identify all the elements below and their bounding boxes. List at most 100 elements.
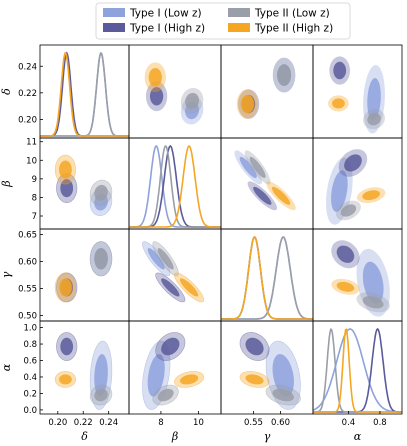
x-tick-label: 0.60 xyxy=(271,418,290,428)
legend-entry: Type II (Low z) xyxy=(254,8,330,20)
contour-68 xyxy=(272,388,294,402)
panel-frame xyxy=(39,137,130,230)
y-tick-label: 0.2 xyxy=(23,389,37,399)
marginal-curve xyxy=(313,328,402,413)
contour-68 xyxy=(362,296,384,309)
y-axis-label-alpha: α xyxy=(0,363,13,371)
legend-entry: Type I (High z) xyxy=(129,23,205,35)
y-tick-label: 8 xyxy=(32,193,37,203)
legend-swatch xyxy=(103,23,125,32)
legend-entry: Type II (High z) xyxy=(254,23,333,35)
contour-68 xyxy=(340,204,357,217)
contour-68 xyxy=(94,388,108,402)
x-axis-label-delta: δ xyxy=(81,430,88,443)
x-tick-label: 0.4 xyxy=(342,418,356,428)
panel-alpha-beta xyxy=(128,320,222,415)
contour-68 xyxy=(331,170,348,212)
contour-68 xyxy=(336,245,355,263)
contour-68 xyxy=(157,248,174,270)
marginal-curve xyxy=(129,144,221,228)
contour-68 xyxy=(344,154,362,172)
legend: Type I (Low z) Type II (Low z) Type I (Hig… xyxy=(95,2,351,40)
y-tick-label: 7 xyxy=(32,212,37,222)
y-axis-label-beta: β xyxy=(0,180,13,187)
x-tick-label: 0.55 xyxy=(244,418,263,428)
legend-swatch xyxy=(103,8,125,17)
panel-gamma-gamma xyxy=(220,228,314,322)
contour-68 xyxy=(367,112,381,126)
lower-contours xyxy=(54,241,113,303)
y-axis-label-gamma: γ xyxy=(0,271,13,278)
contour-68 xyxy=(148,68,162,87)
contour-68 xyxy=(179,374,199,385)
upper-contours xyxy=(331,240,390,317)
contour-68 xyxy=(239,156,257,178)
contour-68 xyxy=(179,278,199,297)
panel-beta-alpha xyxy=(312,137,403,230)
contour-68 xyxy=(157,388,174,402)
upper-contours xyxy=(236,57,296,119)
y-tick-label: 0.50 xyxy=(18,312,37,322)
panel-frame xyxy=(39,320,130,415)
contour-68 xyxy=(362,190,380,201)
panel-gamma-beta xyxy=(128,228,222,322)
marginal-curve xyxy=(40,51,129,137)
y-tick-label: 1.0 xyxy=(23,324,37,334)
y-tick-label: 0.65 xyxy=(18,230,37,240)
panel-frame xyxy=(312,320,403,415)
y-tick-label: 0.22 xyxy=(18,89,37,99)
y-tick-label: 0.55 xyxy=(18,285,37,295)
contour-68 xyxy=(277,64,292,86)
marginal-curve xyxy=(129,145,221,228)
marginal-curve xyxy=(221,235,313,320)
contour-68 xyxy=(245,337,264,356)
marginal-curve xyxy=(313,328,402,413)
marginal-curve xyxy=(221,236,313,320)
panel-frame xyxy=(39,228,130,322)
lower-contours xyxy=(54,154,113,216)
contour-68 xyxy=(249,156,266,178)
marginal-curve xyxy=(40,51,129,137)
marginal-curve xyxy=(221,236,313,320)
lower-contours xyxy=(54,332,113,410)
x-tick-label: 10 xyxy=(193,418,204,428)
y-tick-label: 0.60 xyxy=(18,257,37,267)
legend-swatch xyxy=(228,8,250,17)
panel-frame xyxy=(128,137,222,230)
panel-delta-delta xyxy=(39,44,130,139)
contour-68 xyxy=(94,184,108,201)
panel-frame xyxy=(312,44,403,139)
contour-68 xyxy=(333,61,347,80)
contour-68 xyxy=(336,281,355,292)
panel-gamma-alpha xyxy=(312,228,403,322)
contour-68 xyxy=(271,186,291,205)
panel-delta-gamma xyxy=(220,44,314,139)
y-tick-label: 0.20 xyxy=(18,115,37,125)
y-tick-label: 10 xyxy=(26,156,37,166)
panel-frame xyxy=(220,44,314,139)
marginal-curve xyxy=(129,145,221,228)
y-axis-label-delta: δ xyxy=(0,88,13,95)
legend-frame xyxy=(95,2,351,40)
x-tick-label: 0.22 xyxy=(74,418,93,428)
upper-contours xyxy=(234,150,296,211)
panel-delta-beta xyxy=(128,44,222,139)
contour-68 xyxy=(147,248,165,270)
y-tick-label: 0.8 xyxy=(23,340,37,350)
upper-contours xyxy=(326,149,386,225)
lower-contours xyxy=(142,332,205,410)
diagonal-curves xyxy=(221,235,313,320)
contour-68 xyxy=(60,337,74,356)
contour-68 xyxy=(362,261,384,304)
y-tick-label: 0.24 xyxy=(18,62,37,72)
contour-68 xyxy=(245,374,264,385)
y-tick-label: 0.6 xyxy=(23,357,37,367)
y-tick-label: 9 xyxy=(32,175,37,185)
contour-68 xyxy=(161,278,180,297)
x-tick-label: 0.8 xyxy=(373,418,387,428)
x-tick-label: 8 xyxy=(158,418,163,428)
panel-alpha-alpha xyxy=(312,320,403,415)
marginal-curve xyxy=(40,51,129,137)
x-tick-label: 0.20 xyxy=(48,418,67,428)
